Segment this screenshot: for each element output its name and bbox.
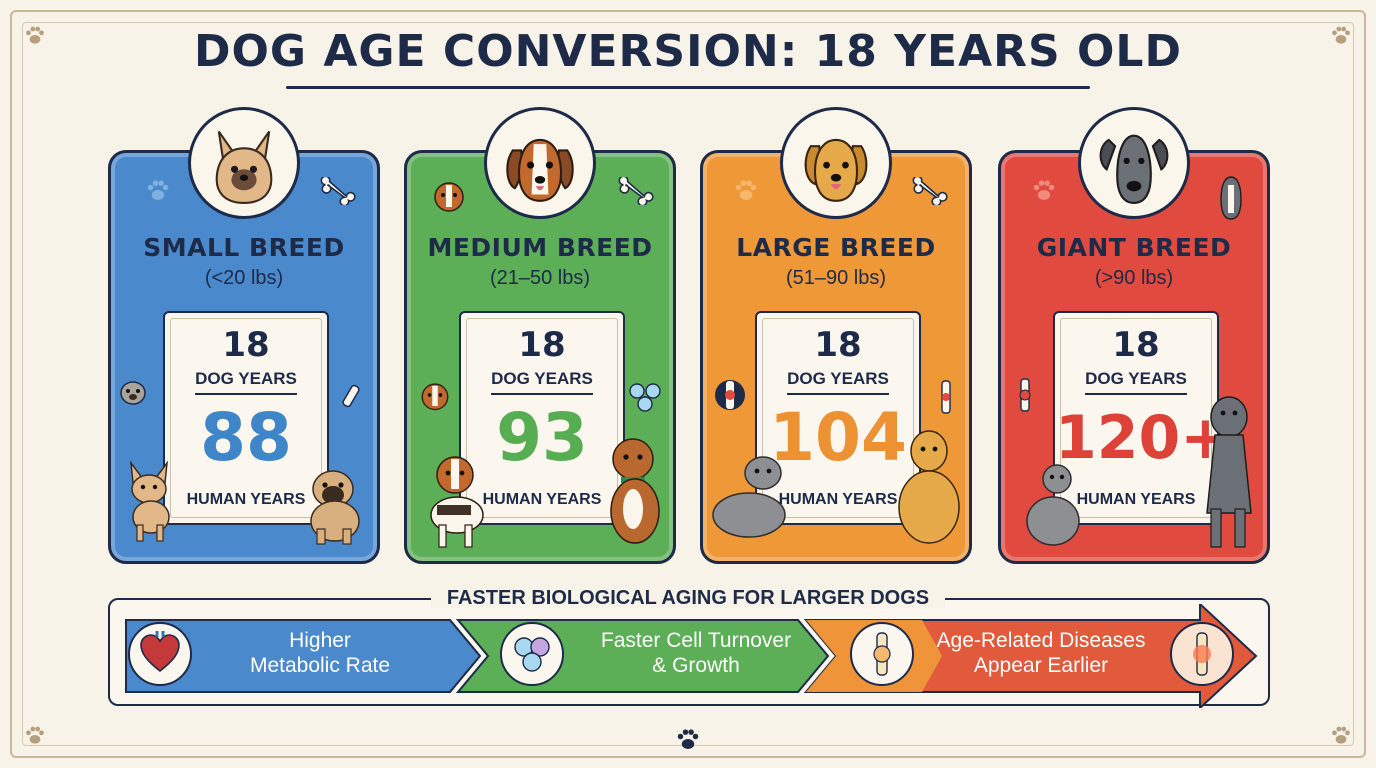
corner-paw-icon bbox=[22, 22, 48, 48]
human-years-label: HUMAN YEARS bbox=[186, 491, 306, 508]
panel-divider bbox=[491, 393, 593, 395]
human-age-value: 104 bbox=[769, 399, 907, 476]
breed-weight: (51–90 lbs) bbox=[785, 267, 887, 289]
retriever-mix-icon bbox=[593, 431, 675, 549]
paw-icon bbox=[1027, 175, 1061, 205]
panel-divider bbox=[787, 393, 889, 395]
step-line: Higher bbox=[289, 629, 351, 652]
human-years-label: HUMAN YEARS bbox=[1076, 491, 1196, 508]
paw-icon bbox=[141, 175, 175, 205]
age-panel: 18 DOG YEARS 120+ HUMAN YEARS bbox=[1053, 311, 1231, 525]
beagle-icon bbox=[415, 449, 495, 549]
footer-paw-icon bbox=[672, 724, 704, 754]
bone-icon bbox=[337, 381, 365, 411]
dog-years-label: DOG YEARS bbox=[195, 369, 297, 388]
breed-weight: (>90 lbs) bbox=[1094, 267, 1174, 289]
human-years-label: HUMAN YEARS bbox=[778, 491, 898, 508]
age-panel: 18 DOG YEARS 88 HUMAN YEARS bbox=[163, 311, 329, 525]
golden-retriever-avatar-icon bbox=[780, 107, 892, 219]
page-title: DOG AGE CONVERSION: 18 YEARS OLD bbox=[194, 26, 1182, 77]
outer-frame bbox=[10, 10, 1366, 758]
step-line: Faster Cell Turnover bbox=[600, 629, 792, 652]
pug-face-icon bbox=[117, 377, 149, 407]
card-small-breed: SMALL BREED (<20 lbs) 18 DOG YEARS 88 HU… bbox=[108, 107, 380, 564]
step-metabolic-rate: Higher Metabolic Rate bbox=[200, 628, 440, 678]
dog-age-value: 18 bbox=[814, 325, 862, 365]
card-large-breed: LARGE BREED (51–90 lbs) 18 DOG YEARS 104… bbox=[700, 107, 972, 564]
dog-age-value: 18 bbox=[518, 325, 566, 365]
chihuahua-avatar-icon bbox=[188, 107, 300, 219]
step-age-related-diseases: Age-Related Diseases Appear Earlier bbox=[916, 628, 1166, 678]
bone-icon bbox=[909, 175, 951, 207]
step-line: Appear Earlier bbox=[973, 654, 1109, 677]
great-dane-face-icon bbox=[1213, 173, 1249, 221]
cells-icon bbox=[500, 622, 564, 686]
breed-weight: (<20 lbs) bbox=[204, 267, 284, 289]
breed-name: SMALL BREED bbox=[143, 233, 345, 262]
card-giant-breed: GIANT BREED (>90 lbs) 18 DOG YEARS 120+ … bbox=[998, 107, 1270, 564]
beagle-face-icon bbox=[415, 375, 455, 415]
corner-paw-icon bbox=[22, 722, 48, 748]
card-medium-breed: MEDIUM BREED (21–50 lbs) 18 DOG YEARS 93… bbox=[404, 107, 676, 564]
panel-divider bbox=[1085, 393, 1187, 395]
pug-icon bbox=[297, 465, 369, 545]
joint-icon bbox=[931, 379, 961, 415]
joint-icon bbox=[1009, 377, 1041, 413]
joint-icon bbox=[713, 377, 747, 413]
step-line: Age-Related Diseases bbox=[936, 629, 1146, 652]
breed-name: LARGE BREED bbox=[736, 233, 936, 262]
gray-dog-icon bbox=[703, 451, 795, 547]
great-dane-avatar-icon bbox=[1078, 107, 1190, 219]
bone-icon bbox=[317, 175, 359, 207]
human-age-value: 93 bbox=[496, 399, 588, 476]
gray-dane-icon bbox=[1015, 459, 1091, 551]
title-underline bbox=[286, 86, 1090, 89]
dog-years-label: DOG YEARS bbox=[787, 369, 889, 388]
human-years-label: HUMAN YEARS bbox=[482, 491, 602, 508]
great-dane-icon bbox=[1185, 393, 1269, 551]
chihuahua-icon bbox=[121, 459, 185, 543]
paw-icon bbox=[729, 175, 763, 205]
beagle-avatar-icon bbox=[484, 107, 596, 219]
dog-years-label: DOG YEARS bbox=[491, 369, 593, 388]
joint-icon bbox=[850, 622, 914, 686]
step-cell-turnover: Faster Cell Turnover & Growth bbox=[566, 628, 826, 678]
dog-age-value: 18 bbox=[222, 325, 270, 365]
breed-weight: (21–50 lbs) bbox=[489, 267, 591, 289]
human-age-value: 120+ bbox=[1055, 403, 1231, 473]
heart-icon bbox=[128, 622, 192, 686]
cells-icon bbox=[627, 381, 663, 413]
age-panel: 18 DOG YEARS 93 HUMAN YEARS bbox=[459, 311, 625, 525]
step-line: Metabolic Rate bbox=[249, 654, 391, 677]
corner-paw-icon bbox=[1328, 722, 1354, 748]
bone-icon bbox=[615, 175, 657, 207]
breed-name: GIANT BREED bbox=[1036, 233, 1232, 262]
joint-pain-icon bbox=[1170, 622, 1234, 686]
corner-paw-icon bbox=[1328, 22, 1354, 48]
golden-retriever-icon bbox=[885, 425, 971, 549]
breed-name: MEDIUM BREED bbox=[427, 233, 653, 262]
dog-age-value: 18 bbox=[1112, 325, 1160, 365]
aging-heading: FASTER BIOLOGICAL AGING FOR LARGER DOGS bbox=[0, 587, 1376, 610]
beagle-face-icon bbox=[427, 175, 471, 215]
panel-divider bbox=[195, 393, 297, 395]
step-line: & Growth bbox=[652, 654, 740, 677]
human-age-value: 88 bbox=[200, 399, 292, 476]
age-panel: 18 DOG YEARS 104 HUMAN YEARS bbox=[755, 311, 921, 525]
dog-years-label: DOG YEARS bbox=[1085, 369, 1187, 388]
